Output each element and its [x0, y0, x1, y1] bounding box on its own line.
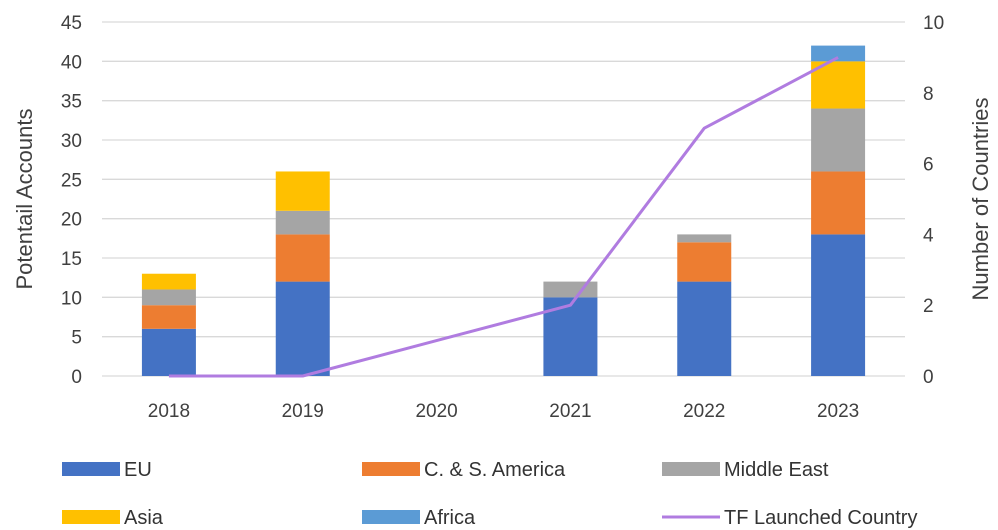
- y-tick-label: 0: [71, 367, 82, 388]
- bar-segment: [677, 281, 732, 376]
- bar-segment: [141, 305, 196, 329]
- bar-segment: [275, 210, 330, 235]
- bar-segment: [811, 234, 866, 376]
- legend-label: Asia: [124, 507, 164, 529]
- legend-swatch: [362, 462, 420, 476]
- y-tick-label: 45: [61, 13, 82, 34]
- x-tick-label: 2022: [683, 401, 725, 422]
- line-series: [168, 56, 839, 378]
- bar-segment: [543, 281, 598, 298]
- y2-tick-label: 0: [923, 367, 934, 388]
- bar-segment: [811, 45, 866, 62]
- y-tick-label: 20: [61, 210, 82, 231]
- legend-label: Africa: [424, 507, 476, 529]
- legend-label: EU: [124, 459, 152, 481]
- line-tf-launched-country: [168, 56, 839, 378]
- legend-label: C. & S. America: [424, 459, 566, 481]
- y-tick-label: 35: [61, 92, 82, 113]
- x-tick-label: 2020: [415, 401, 457, 422]
- y-tick-label: 5: [71, 328, 82, 349]
- bar-segment: [275, 171, 330, 211]
- bar-segment: [141, 328, 196, 376]
- stacked-bars: [141, 45, 866, 376]
- y2-tick-label: 2: [923, 296, 934, 317]
- bar-segment: [677, 242, 732, 282]
- y-tick-label: 15: [61, 249, 82, 270]
- bar-segment: [811, 108, 866, 172]
- legend-swatch: [362, 510, 420, 524]
- legend: EU C. & S. America Middle East Asia Africa TF…: [62, 459, 917, 529]
- x-tick-label: 2019: [282, 401, 324, 422]
- bar-segment: [677, 234, 732, 243]
- legend-swatch: [662, 462, 720, 476]
- y-tick-label: 25: [61, 170, 82, 191]
- y-axis-title: Potentail Accounts: [12, 108, 37, 289]
- legend-label: TF Launched Country: [724, 507, 917, 529]
- x-tick-label: 2018: [148, 401, 190, 422]
- y2-tick-label: 8: [923, 84, 934, 105]
- legend-swatch: [62, 462, 120, 476]
- primary-y-axis-ticks: 0 5 10 15 20 25 30 35 40 45: [61, 13, 82, 388]
- y-tick-label: 30: [61, 131, 82, 152]
- bar-segment: [811, 171, 866, 235]
- x-tick-label: 2023: [817, 401, 859, 422]
- y-tick-label: 10: [61, 288, 82, 309]
- y-tick-label: 40: [61, 52, 82, 73]
- secondary-y-axis-title: Number of Countries: [968, 98, 993, 301]
- legend-label: Middle East: [724, 459, 829, 481]
- y2-tick-label: 4: [923, 225, 934, 246]
- bar-segment: [811, 61, 866, 109]
- x-axis-ticks: 2018 2019 2020 2021 2022 2023: [148, 401, 859, 422]
- secondary-y-axis-ticks: 0 2 4 6 8 10: [923, 13, 944, 388]
- bar-segment: [141, 289, 196, 306]
- y2-tick-label: 10: [923, 13, 944, 34]
- x-tick-label: 2021: [549, 401, 591, 422]
- gridlines: [102, 21, 905, 377]
- y2-tick-label: 6: [923, 155, 934, 176]
- legend-swatch: [62, 510, 120, 524]
- bar-segment: [141, 273, 196, 290]
- bar-segment: [275, 281, 330, 376]
- bar-segment: [275, 234, 330, 282]
